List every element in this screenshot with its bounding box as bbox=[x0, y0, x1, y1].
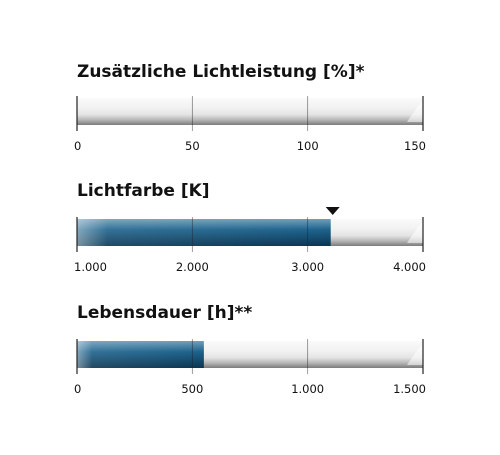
gauge-tick-label: 0 bbox=[74, 382, 81, 396]
gauge-track bbox=[77, 98, 423, 125]
gauge-title: Zusätzliche Lichtleistung [%]* bbox=[77, 62, 365, 82]
gauge-tick-label: 2.000 bbox=[176, 260, 209, 274]
gauge-tick-label: 50 bbox=[185, 139, 200, 153]
gauge-tick-label: 1.500 bbox=[393, 382, 426, 396]
gauge-tick-label: 100 bbox=[297, 139, 319, 153]
gauge-title: Lichtfarbe [K] bbox=[77, 181, 210, 201]
gauge-tick-label: 0 bbox=[74, 139, 81, 153]
gauge-tick-label: 150 bbox=[404, 139, 426, 153]
gauge-tick-label: 1.000 bbox=[74, 260, 107, 274]
gauge-track-shine bbox=[407, 222, 423, 243]
gauge-fill-highlight bbox=[77, 341, 204, 368]
gauge-track-shine bbox=[407, 101, 423, 122]
gauge-title: Lebensdauer [h]** bbox=[77, 303, 252, 323]
gauge-fill-highlight bbox=[77, 219, 331, 246]
gauge-tick-label: 3.000 bbox=[291, 260, 324, 274]
gauge-track-shine bbox=[407, 344, 423, 365]
gauge-tick-label: 4.000 bbox=[393, 260, 426, 274]
gauge-tick-label: 1.000 bbox=[291, 382, 324, 396]
gauge-tick-label: 500 bbox=[181, 382, 203, 396]
value-marker bbox=[325, 207, 340, 215]
